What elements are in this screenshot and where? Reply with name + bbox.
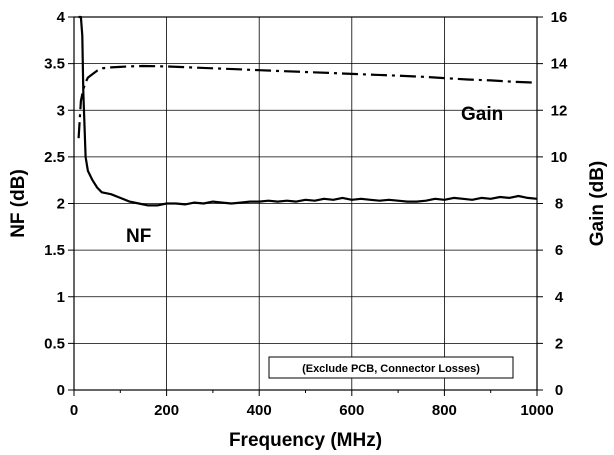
x-axis-title: Frequency (MHz) <box>229 430 382 451</box>
series-label-nf: NF <box>126 226 151 247</box>
series-line-nf <box>78 15 538 207</box>
x-tick-label: 0 <box>70 402 78 419</box>
y-left-tick-label: 0 <box>57 382 65 399</box>
y-right-tick-label: 0 <box>555 382 563 399</box>
series-label-gain: Gain <box>461 104 503 125</box>
y-right-tick-label: 8 <box>555 196 563 213</box>
y-left-tick-label: 1 <box>57 289 65 306</box>
y-right-tick-label: 14 <box>551 56 568 73</box>
series-layer <box>77 15 538 207</box>
y-right-tick-label: 4 <box>555 289 564 306</box>
x-tick-label: 800 <box>432 402 457 419</box>
y-left-tick-label: 3.5 <box>44 56 65 73</box>
tick-labels: 0 200 400 600 800 100000.511.522.533.54024681… <box>44 9 568 419</box>
y-left-tick-label: 1.5 <box>44 242 65 259</box>
annotation-box <box>268 356 514 379</box>
y-right-tick-label: 6 <box>555 242 563 259</box>
annotation-text: (Exclude PCB, Connector Losses) <box>302 363 480 375</box>
y-right-tick-label: 12 <box>551 102 568 119</box>
y-left-tick-label: 3 <box>57 102 65 119</box>
x-tick-label: 1000 <box>520 402 553 419</box>
y-axis-left-title: NF (dB) <box>8 169 29 238</box>
y-right-tick-label: 10 <box>551 149 568 166</box>
y-left-tick-label: 0.5 <box>44 335 65 352</box>
y-left-tick-label: 2 <box>57 196 65 213</box>
axis-ticks <box>68 16 543 396</box>
grid-lines <box>74 17 537 390</box>
y-right-tick-label: 2 <box>555 335 563 352</box>
y-left-tick-label: 4 <box>57 9 66 26</box>
series-line-gain <box>77 64 538 139</box>
y-axis-right-title: Gain (dB) <box>587 161 608 247</box>
x-tick-label: 400 <box>247 402 272 419</box>
y-left-tick-label: 2.5 <box>44 149 65 166</box>
x-tick-label: 600 <box>339 402 364 419</box>
x-tick-label: 200 <box>154 402 179 419</box>
y-right-tick-label: 16 <box>551 9 568 26</box>
